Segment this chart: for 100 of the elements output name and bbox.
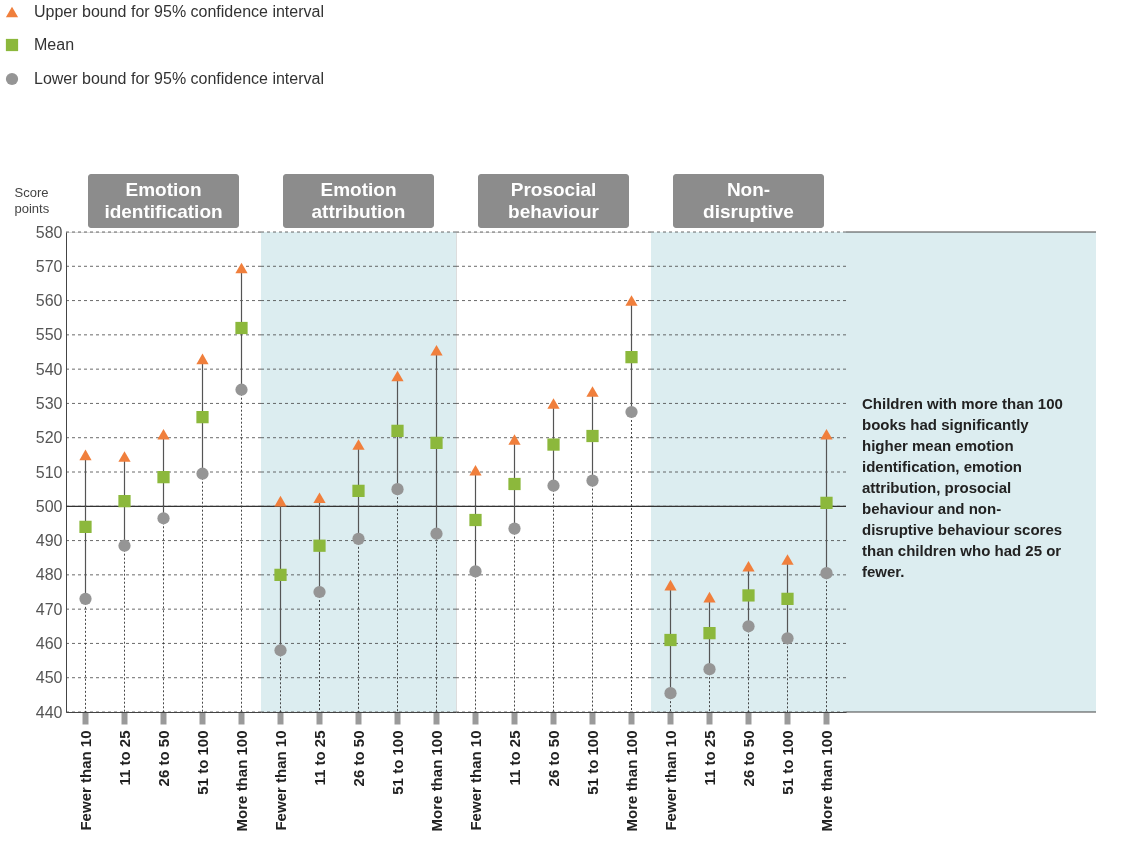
point — [196, 467, 209, 480]
point — [118, 495, 131, 508]
point — [820, 567, 833, 580]
point — [274, 644, 287, 657]
point — [586, 429, 599, 443]
point — [157, 471, 170, 484]
legend-label: Mean — [34, 36, 75, 53]
point — [79, 449, 92, 461]
y-tick-label: 570 — [35, 257, 63, 275]
y-tick-label: 500 — [35, 497, 63, 515]
y-tick-label: 460 — [35, 634, 63, 652]
point — [820, 428, 833, 440]
x-tick-label: More than 100 — [427, 730, 445, 832]
point — [352, 484, 365, 497]
point — [430, 527, 443, 540]
point — [391, 424, 404, 437]
point — [352, 532, 365, 545]
point — [118, 451, 131, 462]
x-tick-label: 51 to 100 — [778, 730, 796, 795]
point — [781, 592, 794, 605]
x-tick-label: 26 to 50 — [544, 730, 562, 787]
point — [274, 568, 287, 581]
point — [508, 522, 521, 535]
chart-title: Prosocial behaviour — [508, 179, 600, 222]
x-tick-label: Fewer than 10 — [661, 730, 679, 831]
y-tick-label: 490 — [35, 532, 63, 550]
point — [352, 439, 365, 450]
y-tick-label: 550 — [35, 326, 63, 344]
point — [469, 565, 482, 578]
legend-label: Upper bound for 95% confidence interval — [34, 3, 324, 20]
point — [742, 560, 755, 572]
point — [157, 428, 170, 440]
point — [703, 591, 716, 603]
y-tick-label: 560 — [35, 292, 63, 310]
point — [235, 383, 248, 396]
x-tick-label: 51 to 100 — [388, 730, 406, 795]
point — [625, 351, 638, 364]
point — [586, 474, 599, 487]
x-tick-label: 51 to 100 — [583, 730, 601, 795]
point — [79, 592, 92, 605]
x-tick-label: More than 100 — [817, 730, 835, 832]
point — [391, 370, 404, 382]
x-tick-label: Fewer than 10 — [271, 730, 289, 831]
x-tick-label: More than 100 — [232, 730, 250, 832]
point — [664, 579, 677, 591]
legend-label: Lower bound for 95% confidence interval — [34, 70, 324, 87]
point — [508, 434, 521, 445]
point — [469, 464, 482, 476]
point — [196, 353, 209, 365]
point — [274, 495, 287, 507]
point — [664, 687, 677, 700]
x-tick-label: More than 100 — [622, 730, 640, 832]
point — [235, 321, 248, 335]
x-tick-label: 51 to 100 — [193, 730, 211, 795]
x-tick-label: 11 to 25 — [310, 730, 328, 786]
point — [313, 492, 326, 504]
point — [820, 496, 833, 509]
point — [157, 512, 170, 525]
point — [391, 483, 404, 496]
point — [547, 438, 560, 451]
chart-title: Emotion attribution — [311, 179, 406, 222]
x-tick-label: 26 to 50 — [154, 730, 172, 787]
y-tick-label: 440 — [35, 703, 63, 721]
point — [118, 539, 131, 552]
point — [664, 633, 677, 647]
point — [469, 513, 482, 527]
x-tick-label: 26 to 50 — [739, 730, 757, 787]
y-tick-label: 530 — [35, 394, 63, 412]
x-tick-label: 11 to 25 — [505, 730, 523, 786]
point — [781, 554, 794, 565]
point — [508, 477, 521, 491]
point — [703, 627, 716, 640]
point — [313, 539, 326, 552]
point — [586, 386, 599, 397]
point — [781, 632, 794, 645]
point — [625, 295, 638, 306]
y-tick-label: 580 — [35, 223, 63, 241]
point — [313, 585, 326, 599]
point — [742, 620, 755, 633]
text: Children with more than 100 books had significantly higher mean emotion identification, emotion attribution, prosocial behaviour and non-disruptive behaviour scores than children who had 25 or fewer. — [862, 395, 1063, 580]
y-tick-label: 520 — [35, 429, 63, 447]
x-tick-label: Fewer than 10 — [76, 730, 94, 831]
point — [430, 344, 443, 356]
x-tick-label: 11 to 25 — [700, 730, 718, 786]
x-tick-label: 26 to 50 — [349, 730, 367, 787]
point — [547, 479, 560, 492]
y-tick-label: 480 — [35, 566, 63, 584]
y-tick-label: 470 — [35, 600, 63, 618]
y-tick-label: 450 — [35, 669, 63, 687]
point — [235, 262, 248, 274]
y-tick-label: 510 — [35, 463, 63, 481]
y-tick-label: 540 — [35, 360, 63, 378]
point — [742, 589, 755, 602]
point — [196, 411, 209, 424]
x-tick-label: 11 to 25 — [115, 730, 133, 786]
point — [547, 398, 560, 409]
x-tick-label: Fewer than 10 — [466, 730, 484, 831]
point — [79, 520, 92, 533]
point — [703, 663, 716, 676]
chart-title: Emotion identification — [104, 179, 223, 222]
